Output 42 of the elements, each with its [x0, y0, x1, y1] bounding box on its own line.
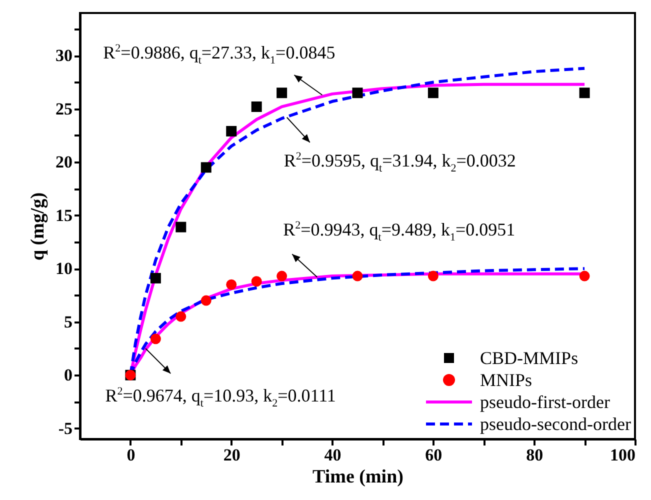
- y-tick-label: 20: [56, 152, 72, 172]
- x-tick-label: 60: [425, 446, 442, 464]
- point: [276, 88, 288, 98]
- x-tick-label: 100: [610, 446, 636, 464]
- point: [251, 276, 262, 287]
- annotation: R$^{2}$=0.9886, q$_{t}$=27.33, k$_{1}$=0.0845: [103, 42, 336, 66]
- x-tick-label: 20: [223, 446, 240, 464]
- annotation: R$^{2}$=0.9674, q$_{t}$=10.93, k$_{2}$=0.0111: [105, 386, 336, 410]
- legend-label: pseudo-first-order: [480, 392, 610, 412]
- annotation: R$^{2}$=0.9595, q$_{t}$=31.94, k$_{2}$=0.0032: [284, 151, 516, 175]
- y-tick-label: 15: [56, 206, 72, 225]
- annotation: R$^{2}$=0.9943, q$_{t}$=9.489, k$_{1}$=0.0951: [283, 220, 516, 244]
- point: [200, 162, 212, 173]
- legend-label: MNIPs: [480, 370, 532, 390]
- point: [226, 126, 237, 136]
- point: [251, 101, 262, 112]
- point: [176, 311, 186, 322]
- point: [176, 222, 186, 232]
- point: [276, 270, 288, 282]
- x-axis-title: Time (min): [312, 466, 404, 488]
- x-tick-label: 40: [324, 446, 342, 464]
- point: [428, 270, 438, 282]
- y-tick-label: 25: [56, 99, 72, 118]
- point: [150, 334, 161, 344]
- point: [150, 272, 161, 284]
- legend-label: pseudo-second-order: [480, 414, 631, 434]
- y-tick-label: 10: [56, 259, 72, 278]
- point: [352, 270, 363, 282]
- point: [352, 88, 363, 98]
- point: [579, 270, 590, 282]
- y-tick-label: 5: [64, 312, 72, 332]
- y-tick-label: 30: [56, 46, 72, 66]
- point: [200, 295, 212, 306]
- y-tick-label: 0: [64, 366, 72, 385]
- y-axis-title: q (mg/g): [28, 192, 48, 261]
- x-tick-label: 0: [126, 446, 136, 464]
- point: [226, 279, 237, 290]
- y-tick-label: -5: [58, 418, 72, 438]
- point: [579, 88, 590, 98]
- x-tick-label: 80: [526, 446, 544, 464]
- legend-label: CBD-MMIPs: [480, 348, 578, 368]
- point: [428, 88, 438, 98]
